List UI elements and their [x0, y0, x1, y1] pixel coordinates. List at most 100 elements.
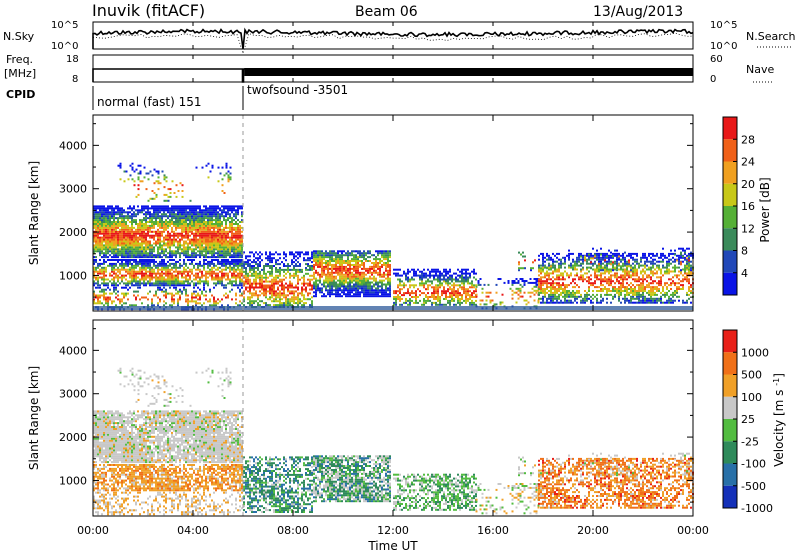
- power-cell: [163, 254, 165, 257]
- power-cell: [139, 252, 141, 255]
- power-cell: [183, 240, 185, 243]
- power-cell: [165, 224, 167, 227]
- power-cell: [319, 281, 321, 284]
- power-cell: [109, 215, 111, 218]
- power-cell: [257, 298, 259, 301]
- power-cell: [123, 219, 125, 222]
- power-cell: [189, 205, 191, 208]
- power-cell: [103, 221, 105, 223]
- power-cell: [209, 209, 211, 212]
- power-cell: [540, 270, 542, 273]
- power-cell: [297, 286, 299, 289]
- power-cell: [365, 277, 367, 280]
- power-cell: [285, 294, 287, 297]
- power-cell: [157, 211, 159, 214]
- power-cell: [181, 270, 183, 273]
- power-cell: [113, 259, 115, 261]
- power-cell: [135, 219, 137, 222]
- power-cell: [221, 278, 223, 281]
- power-cell: [465, 278, 467, 281]
- power-cell: [151, 282, 153, 285]
- power-cell: [357, 250, 359, 253]
- power-cell: [121, 244, 123, 247]
- power-cell: [117, 276, 119, 279]
- power-cell: [113, 272, 115, 275]
- power-cell: [135, 213, 137, 216]
- power-cell: [359, 277, 361, 280]
- power-cell: [231, 242, 233, 245]
- power-cell: [197, 221, 199, 223]
- power-cell: [111, 224, 113, 227]
- power-cell: [151, 278, 153, 281]
- power-cell: [379, 273, 381, 276]
- power-cell: [147, 304, 149, 307]
- power-cell: [363, 265, 365, 268]
- power-cell: [187, 236, 189, 239]
- power-cell: [257, 296, 259, 299]
- power-cell: [343, 293, 345, 296]
- power-cell: [409, 299, 411, 302]
- power-cell: [141, 276, 143, 279]
- power-cell: [197, 219, 199, 222]
- power-cell: [307, 259, 309, 262]
- power-cell: [167, 224, 169, 227]
- power-cell: [403, 301, 405, 304]
- power-cell: [211, 259, 213, 261]
- power-cell: [427, 286, 429, 289]
- power-cell: [275, 261, 277, 264]
- power-cell: [225, 284, 227, 287]
- power-cell: [261, 280, 263, 283]
- power-cell: [295, 251, 297, 254]
- power-cell: [179, 266, 181, 269]
- power-cell: [265, 288, 267, 291]
- power-cell: [281, 288, 283, 291]
- power-cell: [235, 282, 237, 285]
- power-cell: [229, 236, 231, 239]
- power-cell: [133, 238, 135, 241]
- power-cell: [437, 280, 439, 283]
- power-cell: [121, 215, 123, 218]
- power-cell: [199, 224, 201, 227]
- power-cell: [329, 289, 331, 292]
- power-cell: [373, 295, 375, 298]
- power-cell: [291, 286, 293, 289]
- power-cell: [357, 269, 359, 272]
- power-cell: [211, 270, 213, 273]
- power-cell: [269, 272, 271, 275]
- power-cell: [451, 299, 453, 302]
- power-cell: [217, 211, 219, 214]
- power-cell: [349, 291, 351, 294]
- power-cell: [231, 268, 233, 271]
- power-cell: [159, 286, 161, 289]
- power-cell: [121, 286, 123, 289]
- power-cell: [337, 250, 339, 253]
- power-cell: [375, 262, 377, 264]
- power-cell: [173, 264, 175, 267]
- power-cell: [271, 259, 273, 262]
- power-cell: [163, 228, 165, 231]
- power-cell: [139, 284, 141, 287]
- power-cell: [305, 263, 307, 266]
- power-cell: [161, 248, 163, 251]
- power-cell: [437, 296, 439, 298]
- power-cell: [221, 234, 223, 237]
- power-cell: [95, 260, 97, 263]
- power-cell: [315, 252, 317, 255]
- power-cell: [223, 260, 225, 263]
- power-cell: [473, 268, 475, 271]
- power-cell: [309, 278, 311, 281]
- power-cell: [213, 244, 215, 247]
- power-cell: [195, 254, 197, 257]
- power-cell: [335, 267, 337, 270]
- power-cell: [339, 283, 341, 286]
- power-cell: [273, 288, 275, 291]
- power-cell: [253, 292, 255, 295]
- power-cell: [189, 238, 191, 241]
- power-cell: [187, 272, 189, 275]
- power-cell: [459, 276, 461, 279]
- power-cell: [197, 211, 199, 214]
- power-cell: [395, 303, 397, 306]
- power-cell: [221, 166, 224, 169]
- power-cell: [175, 286, 177, 289]
- power-cell: [313, 287, 315, 290]
